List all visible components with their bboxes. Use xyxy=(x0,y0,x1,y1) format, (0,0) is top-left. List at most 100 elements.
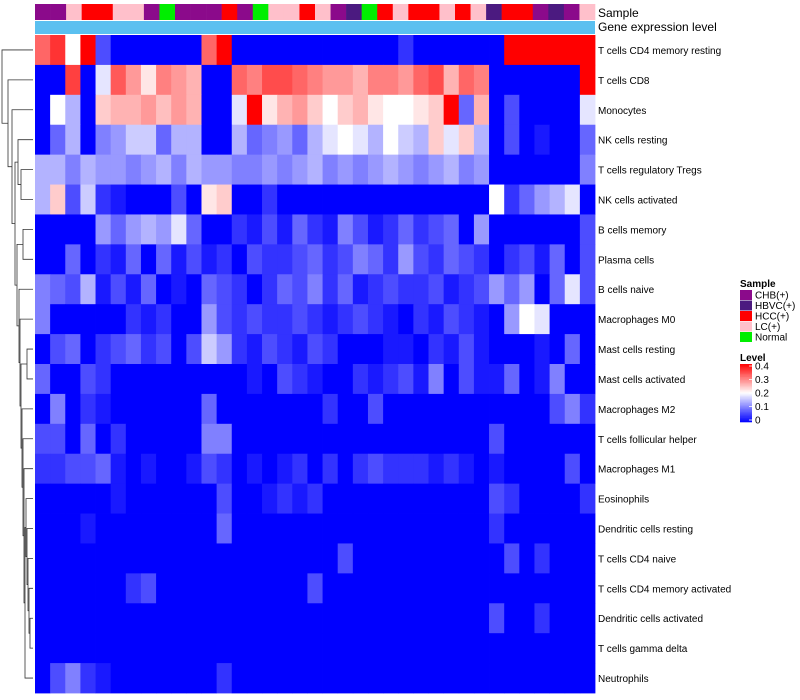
heatmap-cell xyxy=(428,64,445,96)
heatmap-cell xyxy=(473,543,490,574)
heatmap-cell xyxy=(398,35,414,66)
heatmap-cell xyxy=(246,663,263,694)
heatmap-cell xyxy=(50,663,66,694)
heatmap-cell xyxy=(519,334,535,365)
heatmap-cell xyxy=(398,64,414,96)
heatmap-cell xyxy=(352,244,369,275)
heatmap-cell xyxy=(125,244,142,275)
row-label: Macrophages M1 xyxy=(598,465,676,476)
heatmap-cell xyxy=(216,214,233,245)
level-gradient-segment xyxy=(740,401,752,404)
heatmap-cell xyxy=(231,573,248,604)
heatmap-cell xyxy=(95,334,112,365)
heatmap-cell xyxy=(352,393,369,425)
heatmap-cell xyxy=(473,214,490,245)
heatmap-cell xyxy=(549,214,566,245)
heatmap-cell xyxy=(367,423,384,455)
heatmap-cell xyxy=(383,453,399,485)
heatmap-cell xyxy=(383,483,399,514)
heatmap-cell xyxy=(292,64,308,96)
heatmap-cell xyxy=(216,573,233,604)
level-gradient-segment xyxy=(740,387,752,389)
heatmap-cell xyxy=(95,513,112,544)
heatmap-cell xyxy=(307,543,323,574)
heatmap-cell xyxy=(262,573,278,604)
heatmap-cell xyxy=(489,94,505,126)
sample-track-cell xyxy=(501,4,518,20)
heatmap-cell xyxy=(367,603,384,634)
heatmap-cell xyxy=(352,483,369,514)
heatmap-cell xyxy=(398,244,414,275)
heatmap-cell xyxy=(292,573,308,604)
heatmap-cell xyxy=(186,214,202,245)
heatmap-cell xyxy=(398,573,414,604)
heatmap-cell xyxy=(216,364,233,395)
heatmap-cell xyxy=(125,124,142,156)
heatmap-cell xyxy=(262,184,278,215)
sample-track-cell xyxy=(175,4,191,20)
heatmap-cell xyxy=(504,663,520,694)
heatmap-cell xyxy=(519,64,535,96)
sample-track-cell xyxy=(361,4,378,20)
heatmap-cell xyxy=(186,483,202,514)
heatmap-cell xyxy=(95,573,112,604)
heatmap-cell xyxy=(579,274,596,305)
heatmap-cell xyxy=(458,214,475,245)
heatmap-cell xyxy=(564,154,581,185)
heatmap-cell xyxy=(428,543,445,574)
level-tick-label: 0 xyxy=(755,416,761,427)
row-label: T cells follicular helper xyxy=(598,435,697,446)
heatmap-cell xyxy=(95,35,112,66)
heatmap-cell xyxy=(398,184,414,215)
heatmap-cell xyxy=(519,573,535,604)
heatmap-cell xyxy=(367,244,384,275)
heatmap-cell xyxy=(35,573,51,604)
heatmap-cell xyxy=(262,154,278,185)
level-gradient-segment xyxy=(740,410,752,413)
heatmap-cell xyxy=(50,364,66,395)
heatmap-cell xyxy=(171,244,187,275)
heatmap-cell xyxy=(186,663,202,694)
heatmap-cell xyxy=(473,184,490,215)
heatmap-cell xyxy=(307,573,323,604)
level-gradient-segment xyxy=(740,365,752,368)
heatmap-cell xyxy=(262,64,278,96)
heatmap-cell xyxy=(262,244,278,275)
heatmap-cell xyxy=(95,603,112,634)
heatmap-cell xyxy=(156,35,172,66)
level-gradient-segment xyxy=(740,407,752,410)
heatmap-cell xyxy=(292,184,308,215)
heatmap-cell xyxy=(277,633,293,664)
heatmap-cell xyxy=(564,334,581,365)
heatmap-cell xyxy=(292,214,308,245)
heatmap-cell xyxy=(171,184,187,215)
heatmap-cell xyxy=(140,304,157,335)
heatmap-cell xyxy=(443,453,460,485)
heatmap-cell xyxy=(292,423,308,455)
heatmap-cell xyxy=(80,364,96,395)
heatmap-cell xyxy=(125,543,142,574)
heatmap-cell xyxy=(110,35,127,66)
heatmap-cell xyxy=(171,64,187,96)
heatmap-cell xyxy=(125,663,142,694)
heatmap-cell xyxy=(140,364,157,395)
heatmap-cell xyxy=(413,573,429,604)
heatmap-cell xyxy=(367,214,384,245)
heatmap-cell xyxy=(171,124,187,156)
heatmap-cell xyxy=(352,154,369,185)
heatmap-cell xyxy=(246,364,263,395)
heatmap-cell xyxy=(428,35,445,66)
heatmap-cell xyxy=(50,214,66,245)
heatmap-cell xyxy=(292,603,308,634)
heatmap-cell xyxy=(65,483,81,514)
row-label: T cells CD8 xyxy=(598,76,650,87)
sample-legend-label: Normal xyxy=(755,333,787,344)
heatmap-cell xyxy=(489,453,505,485)
heatmap-cell xyxy=(125,364,142,395)
heatmap-cell xyxy=(95,214,112,245)
heatmap-cell xyxy=(489,244,505,275)
heatmap-cell xyxy=(110,274,127,305)
heatmap-cell xyxy=(504,633,520,664)
heatmap-cell xyxy=(352,64,369,96)
